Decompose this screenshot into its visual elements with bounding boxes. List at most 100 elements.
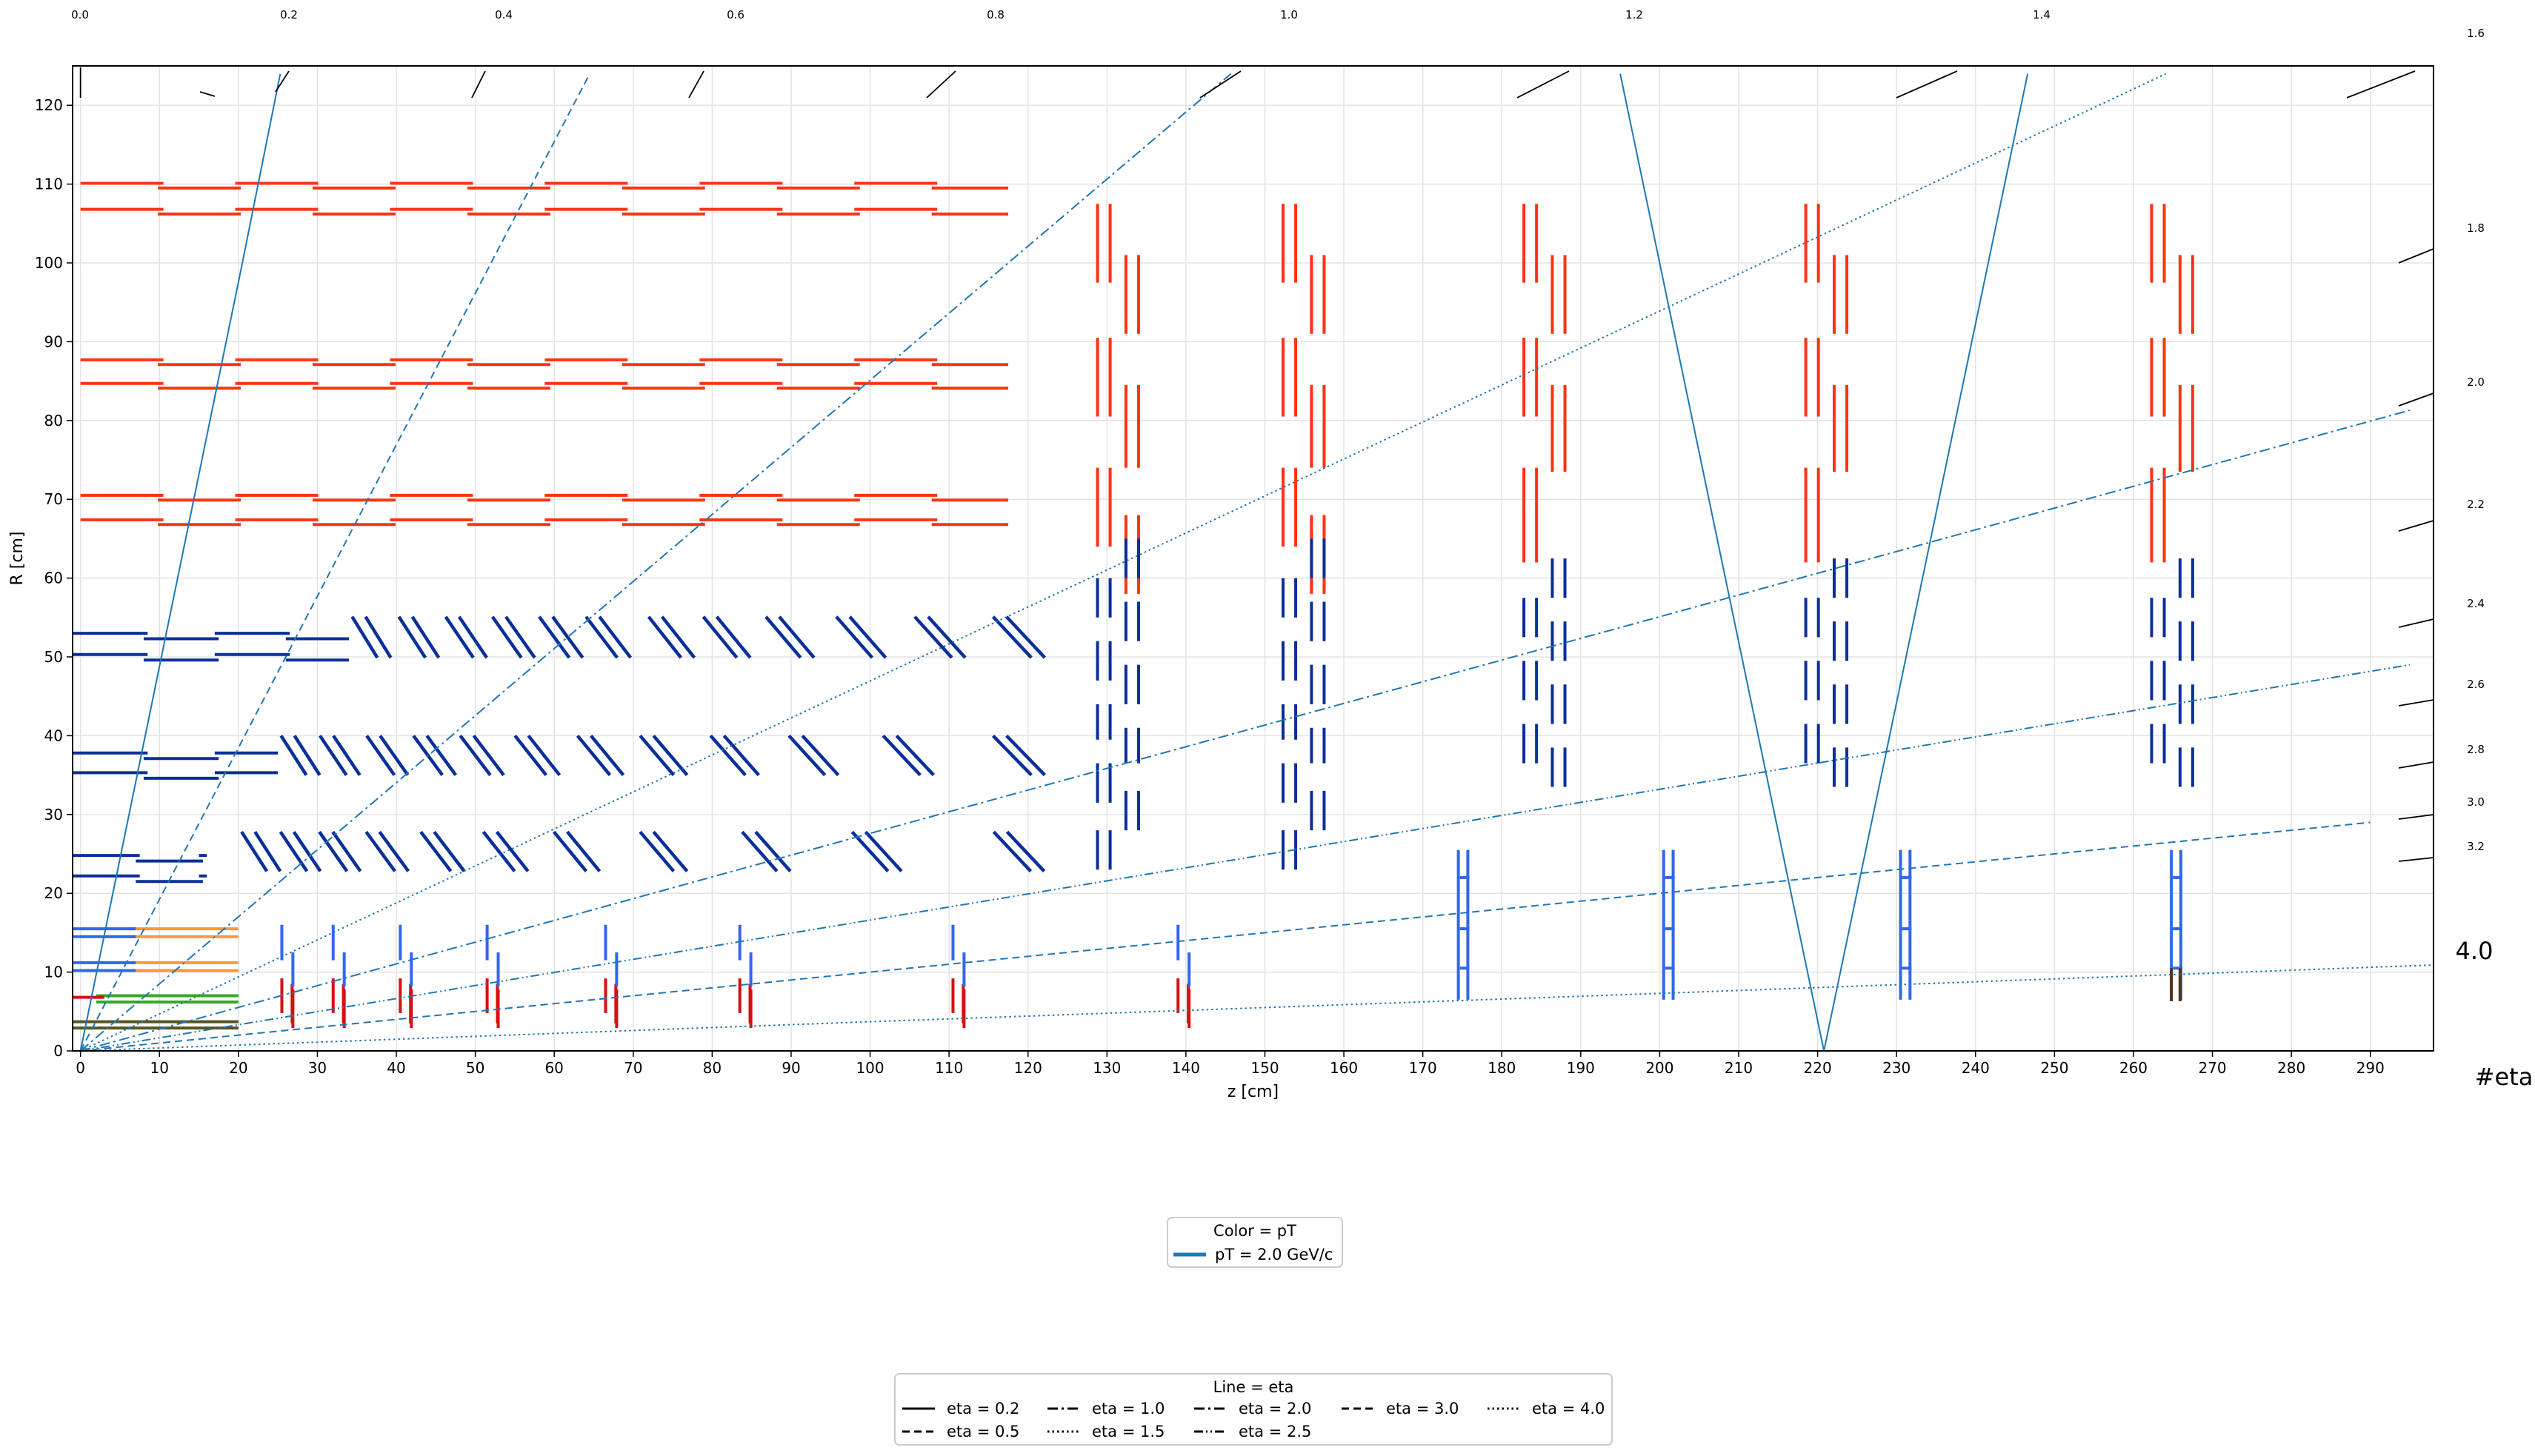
detector-modules: [73, 181, 2194, 1030]
tilted-module: [459, 735, 492, 776]
tilted-module: [364, 830, 396, 872]
tilted-module: [482, 830, 516, 872]
tilted-module: [639, 830, 676, 872]
line-legend-title: Line = eta: [1213, 1378, 1294, 1396]
color-legend-entry: pT = 2.0 GeV/c: [1215, 1246, 1333, 1263]
legends: Color = pT pT = 2.0 GeV/c Line = eta eta = …: [894, 1217, 1613, 1446]
track-eta-0.5: [79, 73, 591, 1052]
x-tick-label: 130: [1093, 1059, 1121, 1077]
tilted-module: [927, 615, 967, 659]
x-tick-label: 70: [624, 1059, 642, 1077]
tilted-module: [778, 615, 816, 659]
eta-tick-mark: [471, 70, 486, 98]
tilted-module: [527, 735, 562, 776]
tilted-module: [318, 830, 349, 872]
tilted-module: [741, 830, 779, 872]
eta-tick-mark: [2398, 699, 2434, 707]
x-tick-label: 270: [2198, 1059, 2226, 1077]
tilted-module: [419, 830, 453, 872]
x-tick-label: 140: [1172, 1059, 1200, 1077]
tilted-module: [433, 830, 466, 872]
x-axis-label: z [cm]: [1227, 1083, 1279, 1101]
x-tick-label: 20: [229, 1059, 247, 1077]
eta-tick-mark: [2398, 618, 2434, 628]
tilted-module: [253, 830, 282, 872]
tilted-module: [765, 615, 802, 659]
eta-marks: 0.0 0.2 0.4 0.6 0.8 1.0 1.2 1.4 1.6 1.8 2.0 2.2 2.4 2…: [71, 8, 2533, 1091]
tilted-module: [279, 735, 308, 776]
tilted-module: [647, 615, 683, 659]
x-tick-label: 80: [703, 1059, 722, 1077]
tilted-module: [365, 735, 396, 776]
eta-tick-mark: [2398, 393, 2434, 407]
eta-big-label: 4.0: [2456, 937, 2494, 965]
tilted-module: [293, 735, 322, 776]
eta-top-label: 0.6: [727, 8, 744, 21]
tilted-module: [457, 615, 488, 659]
tilted-module: [754, 830, 792, 872]
eta-right-label: 2.8: [2467, 743, 2485, 756]
x-tick-label: 100: [856, 1059, 884, 1077]
y-tick-label: 10: [44, 964, 63, 981]
tilted-module: [472, 735, 505, 776]
eta-top-label: 0.2: [280, 8, 298, 21]
line-legend-box: [894, 1373, 1613, 1446]
tilted-module: [639, 734, 676, 777]
tilted-module: [552, 830, 588, 872]
track-eta-3: [80, 821, 2371, 1052]
tilted-module: [331, 830, 362, 872]
tilted-module: [397, 615, 427, 659]
tilted-module: [722, 734, 760, 777]
eta-axis-label: #eta: [2475, 1063, 2534, 1091]
eta-right-label: 2.6: [2467, 678, 2485, 691]
line-legend-entry: eta = 0.2: [947, 1400, 1019, 1417]
y-tick-label: 80: [44, 412, 63, 430]
tilted-module: [490, 615, 523, 659]
eta-top-label: 1.0: [1280, 8, 1298, 21]
tilted-module: [895, 734, 935, 777]
x-tick-label: 110: [935, 1059, 963, 1077]
tilted-module: [566, 830, 602, 872]
tilted-module: [538, 615, 571, 659]
eta-right-label: 1.6: [2467, 27, 2485, 40]
x-tick-label: 30: [308, 1059, 327, 1077]
track-eta-1: [80, 73, 1232, 1052]
line-legend-entry: eta = 0.5: [947, 1423, 1019, 1440]
y-tick-label: 90: [44, 333, 63, 350]
y-tick-label: 30: [44, 806, 63, 824]
x-tick-label: 120: [1014, 1059, 1042, 1077]
x-tick-label: 210: [1725, 1059, 1753, 1077]
eta-tick-mark: [926, 70, 956, 98]
eta-top-label: 0.8: [987, 8, 1005, 21]
x-tick-label: 0: [76, 1059, 85, 1077]
tilted-module: [410, 615, 441, 659]
eta-tick-mark: [1516, 70, 1570, 98]
eta-top-label: 0.4: [495, 8, 513, 21]
eta-tick-mark: [2398, 814, 2434, 820]
track-eta-0.2: [1619, 73, 1825, 1052]
track-eta-0.2: [1823, 73, 2029, 1052]
tilted-module: [991, 615, 1033, 659]
tilted-module: [364, 615, 393, 659]
x-tick-label: 40: [387, 1059, 405, 1077]
x-tick-label: 160: [1330, 1059, 1358, 1077]
x-tick-label: 290: [2356, 1059, 2385, 1077]
tilted-module: [652, 734, 689, 777]
track-eta-1.5: [80, 73, 2167, 1052]
eta-top-label: 1.4: [2033, 8, 2051, 21]
tilted-module: [576, 734, 612, 777]
grid-lines: [73, 66, 2434, 1052]
tilted-module: [350, 615, 379, 659]
eta-tick-mark: [1199, 70, 1242, 98]
tilted-module: [598, 615, 633, 659]
line-legend-entry: eta = 1.0: [1092, 1400, 1165, 1417]
x-tick-label: 250: [2040, 1059, 2068, 1077]
tilted-module: [332, 735, 362, 776]
eta-right-label: 1.8: [2467, 221, 2485, 235]
y-tick-label: 110: [35, 176, 63, 193]
tilted-module: [504, 615, 536, 659]
eta-tick-mark: [2398, 520, 2434, 532]
track-eta-4: [80, 964, 2434, 1052]
line-legend-entry: eta = 2.5: [1239, 1423, 1311, 1440]
